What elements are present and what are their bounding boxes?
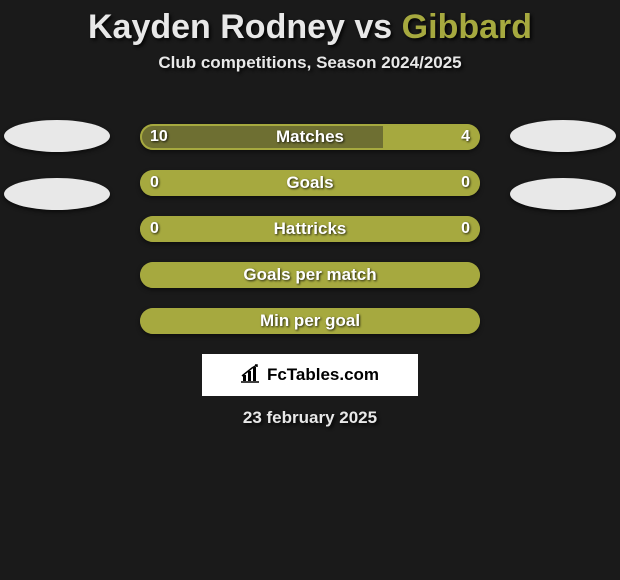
subtitle: Club competitions, Season 2024/2025: [0, 53, 620, 73]
title-player1: Kayden Rodney: [88, 8, 345, 46]
avatar: [4, 178, 110, 210]
stat-bar: Goals per match: [140, 262, 480, 288]
avatar: [510, 120, 616, 152]
stat-label: Goals: [140, 170, 480, 196]
stat-bar: 00Hattricks: [140, 216, 480, 242]
avatar: [510, 178, 616, 210]
stat-label: Min per goal: [140, 308, 480, 334]
logo-box: FcTables.com: [202, 354, 418, 396]
stat-bar: Min per goal: [140, 308, 480, 334]
stat-label: Hattricks: [140, 216, 480, 242]
avatar-column-right: [508, 120, 618, 210]
title-player2: Gibbard: [402, 8, 532, 46]
chart-icon: [241, 363, 263, 388]
stat-bar: 00Goals: [140, 170, 480, 196]
stat-bar: 104Matches: [140, 124, 480, 150]
avatar: [4, 120, 110, 152]
stat-label: Goals per match: [140, 262, 480, 288]
stat-label: Matches: [140, 124, 480, 150]
stats-bar-group: 104Matches 00Goals 00Hattricks Goals per ma…: [140, 124, 480, 334]
logo-text: FcTables.com: [267, 365, 379, 385]
date-text: 23 february 2025: [0, 408, 620, 428]
avatar-column-left: [2, 120, 112, 210]
page-title: Kayden Rodney vs Gibbard: [0, 0, 620, 47]
title-vs: vs: [354, 8, 392, 46]
